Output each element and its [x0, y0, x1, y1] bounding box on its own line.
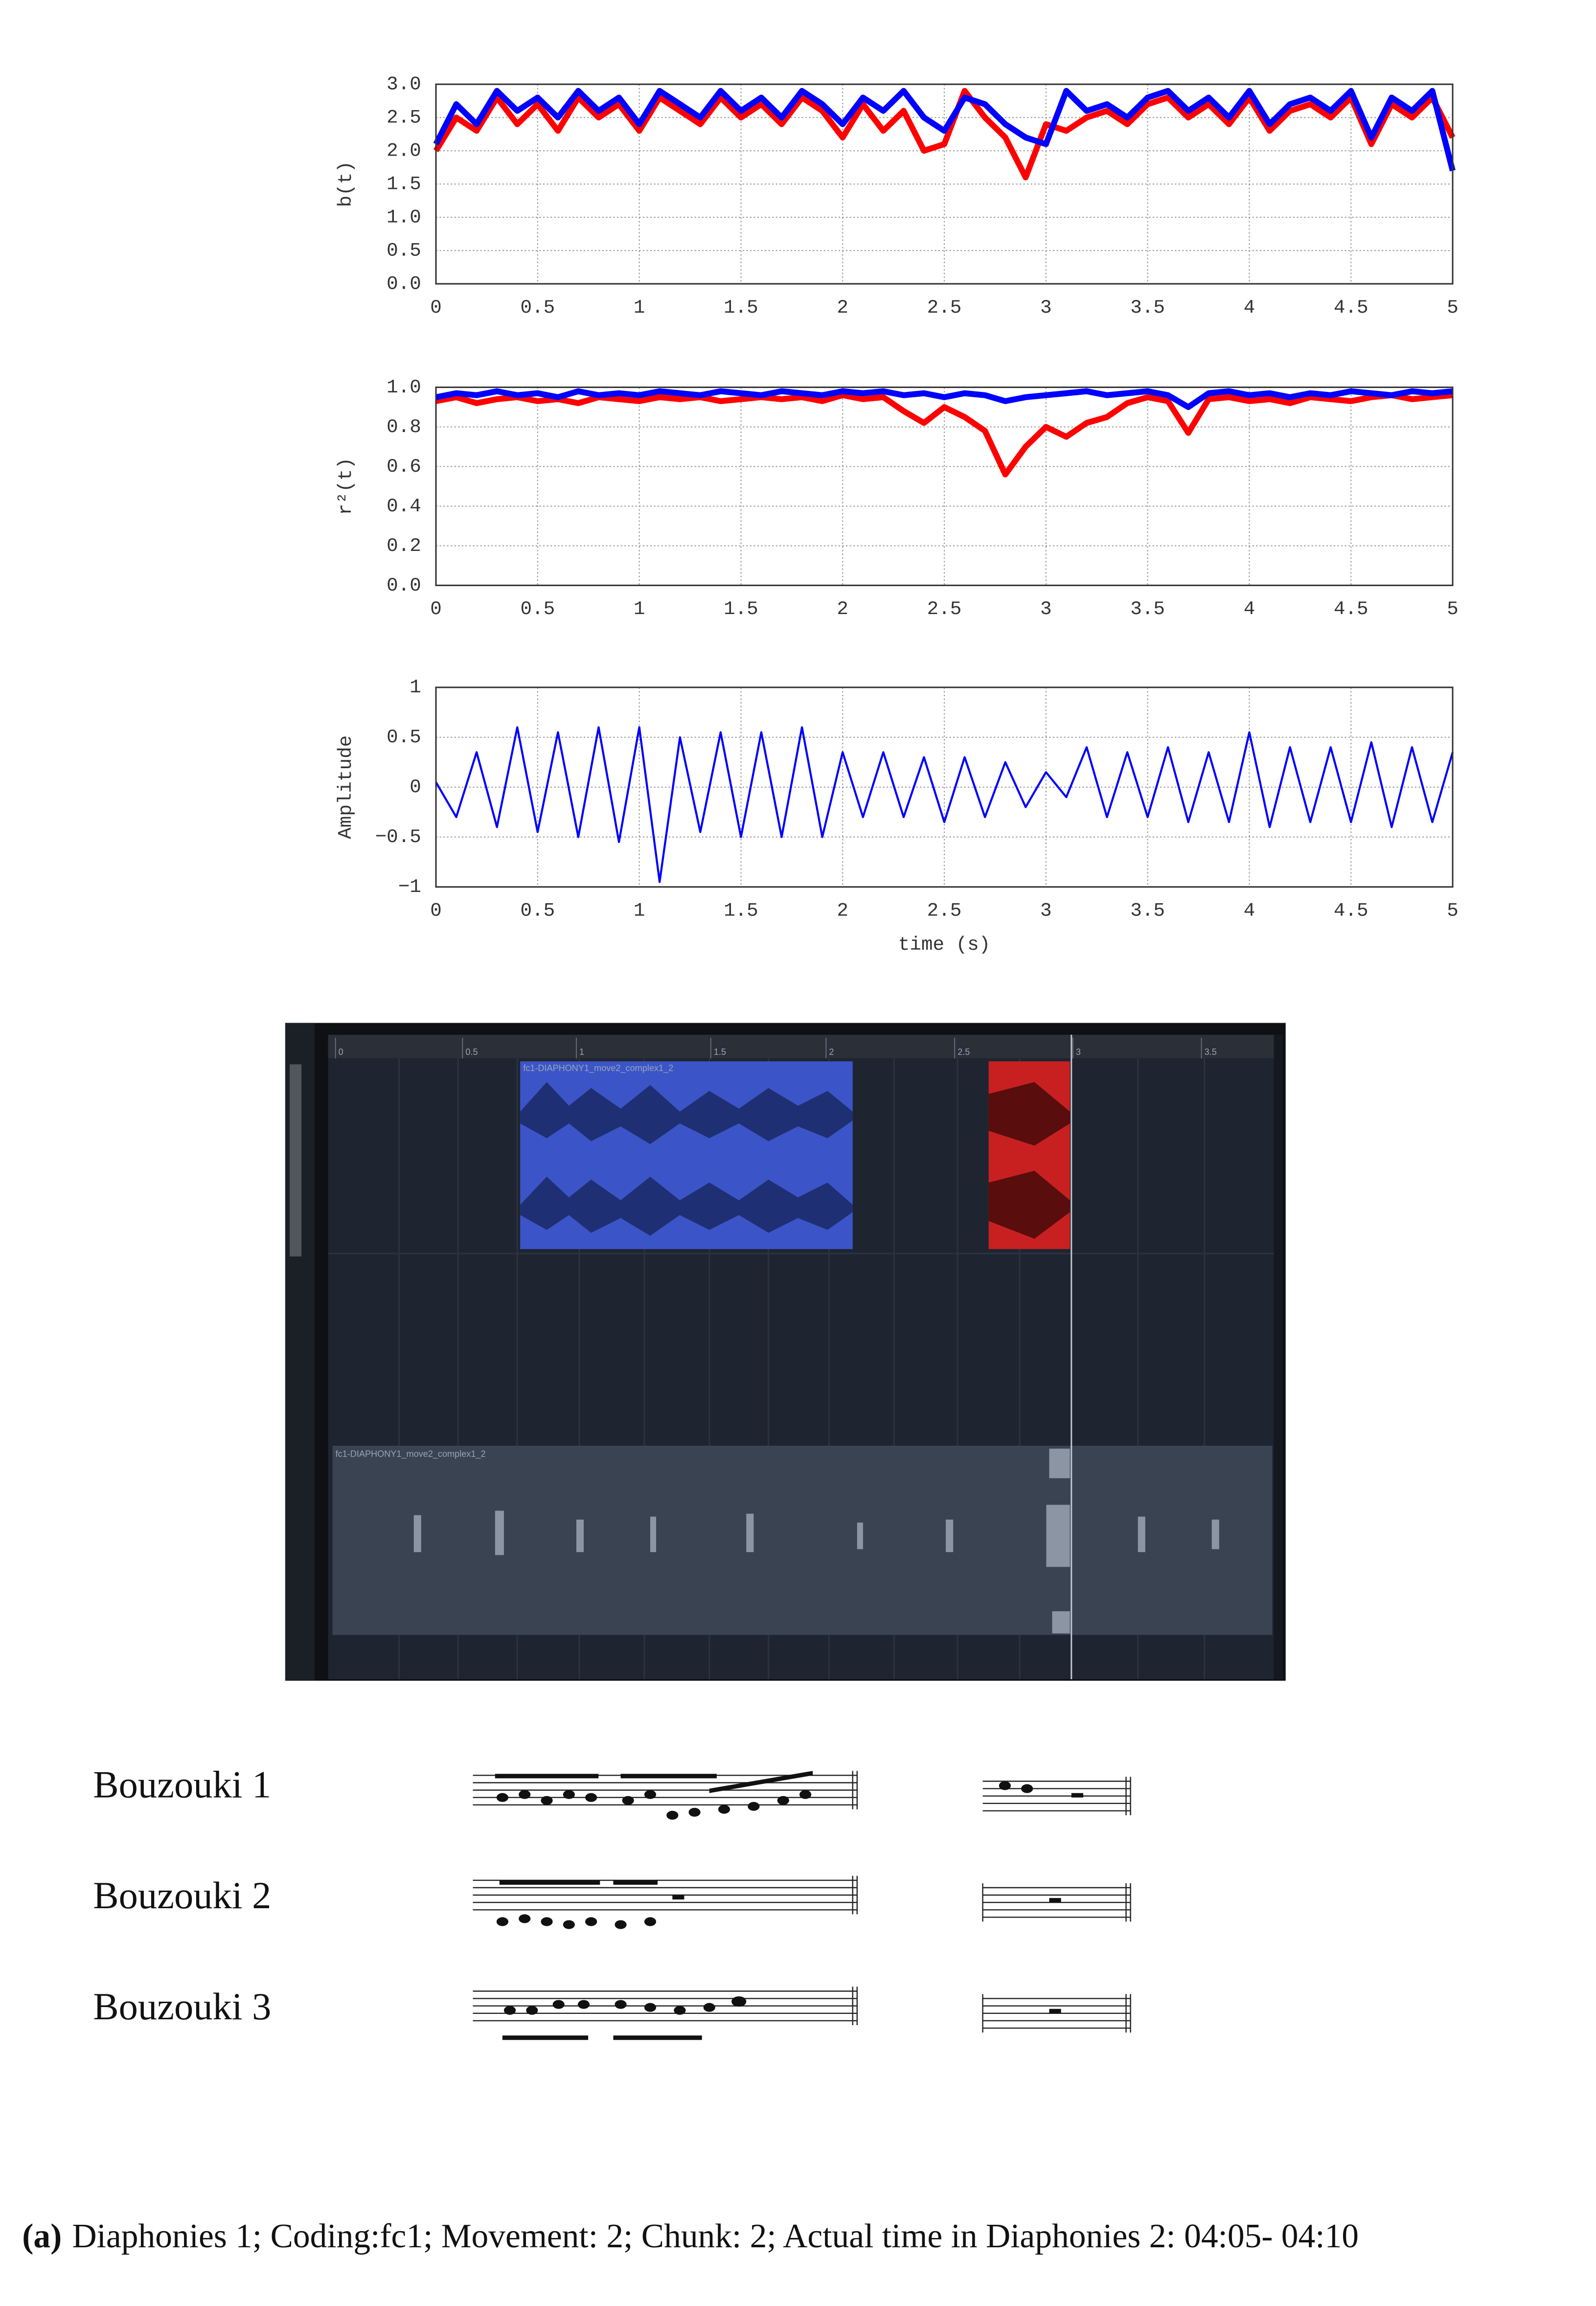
- caption-text: Diaphonies 1; Coding:fc1; Movement: 2; C…: [72, 2217, 1359, 2255]
- staves: [473, 1771, 1131, 2033]
- notes: [495, 1771, 1083, 2040]
- x-tick-label: 4: [1244, 899, 1255, 921]
- y-tick-label: 2.0: [387, 140, 421, 162]
- x-tick-label: 1: [634, 899, 645, 921]
- x-tick-label: 3: [1040, 899, 1052, 921]
- x-tick-label: 4.5: [1334, 297, 1368, 319]
- blue-wave: [520, 1176, 853, 1236]
- blue-wave: [520, 1082, 853, 1144]
- y-tick-label: 0: [410, 776, 421, 798]
- x-tick-label: 3: [1040, 297, 1052, 319]
- y-tick-label: −0.5: [375, 826, 421, 848]
- chart: 0.0 0.2 0.4 0.6 0.8 1.0 0 0.5 1 1.5 2 2.5 3 3.5 4 4.5 5 r…: [335, 376, 1459, 620]
- y-tick-label: 3.0: [387, 73, 421, 95]
- instrument-label: Bouzouki 2: [93, 1874, 271, 1917]
- plot-frame: [436, 387, 1453, 586]
- y-axis-label: b(t): [335, 161, 357, 207]
- x-tick-label: 1: [634, 598, 645, 620]
- ruler-label: 2.5: [958, 1047, 970, 1057]
- caption: (a) Diaphonies 1; Coding:fc1; Movement: 2…: [22, 2217, 1359, 2255]
- notation: Bouzouki 1 Bouzouki 2 Bouzouki 3: [93, 1763, 1131, 2040]
- plot-border: [435, 686, 1454, 888]
- instrument-label: Bouzouki 3: [93, 1985, 271, 2028]
- x-tick-label: 5: [1447, 598, 1459, 620]
- y-tick-label: 0.5: [387, 726, 421, 748]
- x-tick-label: 4.5: [1334, 598, 1368, 620]
- x-tick-label: 1.5: [724, 297, 758, 319]
- x-axis-label: time (s): [898, 934, 990, 956]
- ruler-label: 3: [1076, 1047, 1081, 1057]
- grey-clip: [332, 1445, 1273, 1635]
- x-tick-label: 0.5: [520, 899, 555, 921]
- caption-label: (a): [22, 2217, 62, 2255]
- x-tick-label: 0: [430, 598, 442, 620]
- clip-label: fc1-DIAPHONY1_move2_complex1_2: [523, 1063, 673, 1073]
- ruler-label: 3.5: [1205, 1047, 1217, 1057]
- y-axis-label: Amplitude: [335, 735, 357, 839]
- series-line: [435, 392, 1453, 478]
- y-tick-label: 0.2: [387, 535, 421, 557]
- x-tick-label: 3.5: [1130, 297, 1165, 319]
- series-line: [433, 88, 1456, 181]
- x-tick-label: 5: [1447, 899, 1459, 921]
- chart: 0.0 0.5 1.0 1.5 2.0 2.5 3.0 0 0.5 1 1.5 2 2.5 3 3.5 4 4.…: [335, 73, 1459, 319]
- x-tick-label: 3.5: [1130, 899, 1165, 921]
- y-axis-label: r²(t): [335, 457, 357, 515]
- x-tick-label: 2.5: [927, 598, 962, 620]
- x-tick-label: 2.5: [927, 297, 962, 319]
- clip-label: fc1-DIAPHONY1_move2_complex1_2: [336, 1449, 486, 1460]
- ruler-label: 1.5: [714, 1047, 726, 1057]
- y-tick-label: 1: [410, 676, 421, 698]
- y-tick-label: 1.0: [387, 206, 421, 228]
- x-tick-label: 2: [837, 899, 848, 921]
- y-tick-label: 2.5: [387, 107, 421, 129]
- ruler-label: 1: [579, 1047, 584, 1057]
- plot-border: [435, 83, 1454, 285]
- x-tick-label: 3.5: [1130, 598, 1165, 620]
- x-tick-label: 2: [837, 297, 848, 319]
- y-tick-label: 0.8: [387, 416, 421, 438]
- ruler-label: 2: [829, 1047, 834, 1057]
- ruler-label: 0: [339, 1047, 343, 1057]
- daw-screenshot: fc1-DIAPHONY1_move2_complex1_2 fc1-DIAPH…: [285, 1023, 1286, 1681]
- series-line: [435, 726, 1454, 883]
- x-tick-label: 3: [1040, 598, 1052, 620]
- x-tick-label: 1.5: [724, 598, 758, 620]
- series-line: [435, 388, 1453, 411]
- red-wave: [988, 1082, 1070, 1146]
- y-tick-label: 0.0: [387, 273, 421, 295]
- x-tick-label: 0.5: [520, 598, 555, 620]
- x-tick-label: 1: [634, 297, 645, 319]
- y-tick-label: 0.6: [387, 456, 421, 478]
- chart: −1 −0.5 0 0.5 1 0 0.5 1 1.5 2 2.5 3 3.5 4 4.5 5 Amplitud…: [335, 676, 1459, 956]
- series-line: [433, 88, 1456, 172]
- x-tick-label: 4.5: [1334, 899, 1368, 921]
- x-tick-label: 2: [837, 598, 848, 620]
- x-tick-label: 0.5: [520, 297, 555, 319]
- ruler-label: 0.5: [465, 1047, 478, 1057]
- daw-ruler: [328, 1034, 1274, 1059]
- y-tick-label: 1.5: [387, 173, 421, 195]
- x-tick-label: 0: [430, 899, 442, 921]
- y-tick-label: −1: [398, 876, 421, 898]
- x-tick-label: 1.5: [724, 899, 758, 921]
- y-tick-label: 0.4: [387, 495, 421, 517]
- x-tick-label: 2.5: [927, 899, 962, 921]
- y-tick-label: 0.0: [387, 574, 421, 596]
- y-tick-label: 1.0: [387, 376, 421, 398]
- daw-scroll: [289, 1064, 302, 1256]
- grey-wave: [413, 1448, 1219, 1634]
- x-tick-label: 5: [1447, 297, 1459, 319]
- x-tick-label: 4: [1244, 598, 1255, 620]
- red-wave: [988, 1170, 1070, 1239]
- blue-clip: [520, 1061, 853, 1249]
- y-tick-label: 0.5: [387, 239, 421, 261]
- plot-border: [435, 387, 1454, 586]
- instrument-label: Bouzouki 1: [93, 1763, 271, 1806]
- x-tick-label: 4: [1244, 297, 1255, 319]
- daw-right-bar: [1274, 1034, 1283, 1680]
- x-tick-label: 0: [430, 297, 442, 319]
